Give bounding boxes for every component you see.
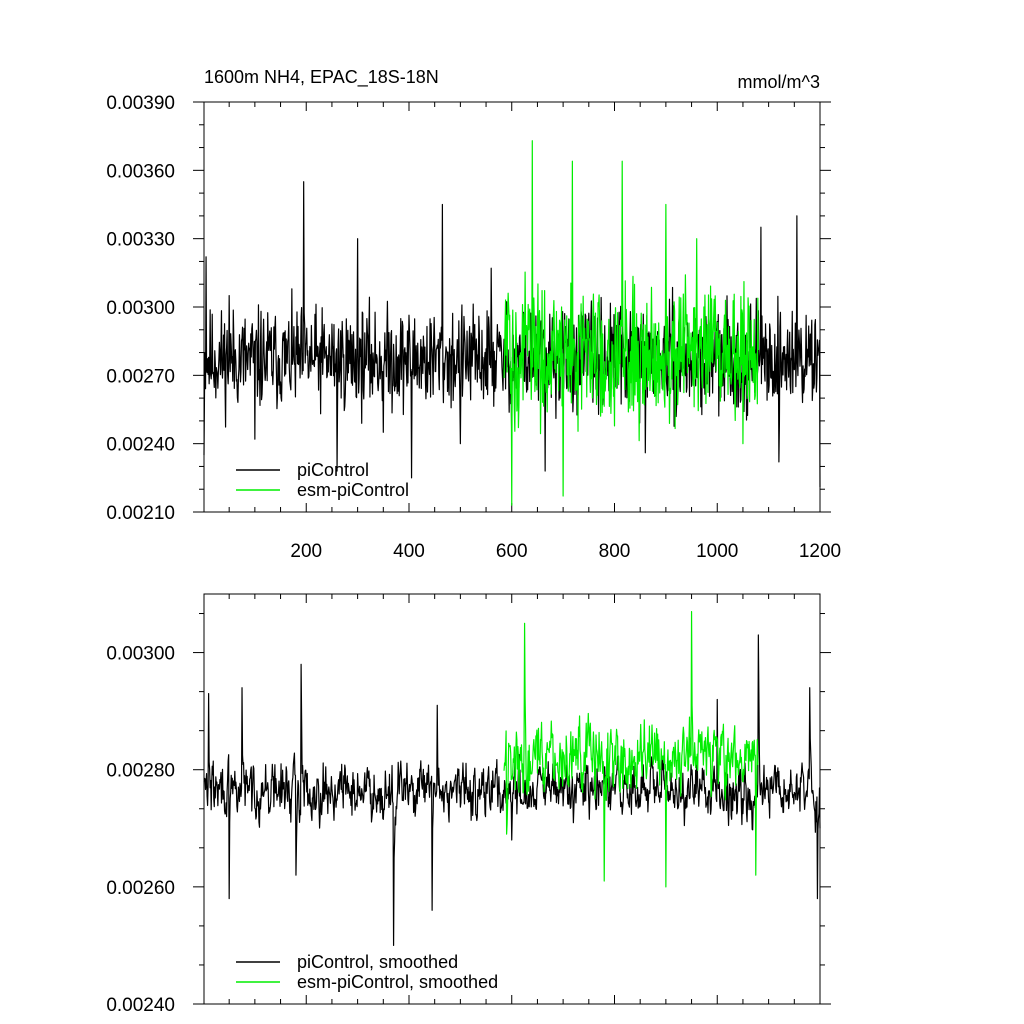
top-x-tick-label: 600 <box>496 541 528 562</box>
top-series-line-esm-picontrol <box>503 140 759 506</box>
top-y-tick-label: 0.00240 <box>106 435 175 456</box>
bottom-axes-ticks: 0.00240 0.00260 0.00280 0.00300 <box>106 594 831 1016</box>
bottom-legend: piControl, smoothed esm-piControl, smoot… <box>236 952 498 992</box>
top-plot-frame <box>203 101 821 513</box>
top-y-tick-label: 0.00360 <box>106 161 175 182</box>
bottom-y-tick-label: 0.00240 <box>106 995 175 1016</box>
top-x-tick-label: 1000 <box>696 541 738 562</box>
bottom-y-tick-label: 0.00260 <box>106 878 175 899</box>
top-chart-units: mmol/m^3 <box>738 72 820 92</box>
legend-label-picontrol-smoothed: piControl, smoothed <box>297 952 458 972</box>
top-y-tick-label: 0.00210 <box>106 503 175 524</box>
top-x-tick-label: 400 <box>393 541 425 562</box>
top-x-tick-label: 1200 <box>799 541 841 562</box>
top-y-tick-label: 0.00270 <box>106 366 175 387</box>
bottom-y-tick-label: 0.00300 <box>106 644 175 665</box>
bottom-panel: 0.00240 0.00260 0.00280 0.00300 piControl, … <box>106 593 831 1016</box>
bottom-plot-lines <box>203 610 821 947</box>
legend-label-picontrol: piControl <box>297 460 369 480</box>
top-x-tick-label: 800 <box>599 541 631 562</box>
top-chart-title: 1600m NH4, EPAC_18S-18N <box>204 67 439 88</box>
legend-label-esm-picontrol: esm-piControl <box>297 480 409 500</box>
bottom-series-line-esm-picontrol-smoothed <box>503 610 759 888</box>
top-y-tick-label: 0.00390 <box>106 93 175 114</box>
top-legend: piControl esm-piControl <box>236 460 409 500</box>
bottom-plot-frame <box>203 593 821 1005</box>
bottom-y-tick-label: 0.00280 <box>106 761 175 782</box>
top-y-tick-label: 0.00330 <box>106 230 175 251</box>
top-panel: 1600m NH4, EPAC_18S-18N mmol/m^3 200 400 6… <box>106 67 841 562</box>
top-plot-lines <box>203 140 821 506</box>
legend-label-esm-picontrol-smoothed: esm-piControl, smoothed <box>297 972 498 992</box>
top-y-tick-label: 0.00300 <box>106 298 175 319</box>
bottom-series-line-picontrol-smoothed <box>203 634 821 947</box>
top-x-tick-label: 200 <box>290 541 322 562</box>
